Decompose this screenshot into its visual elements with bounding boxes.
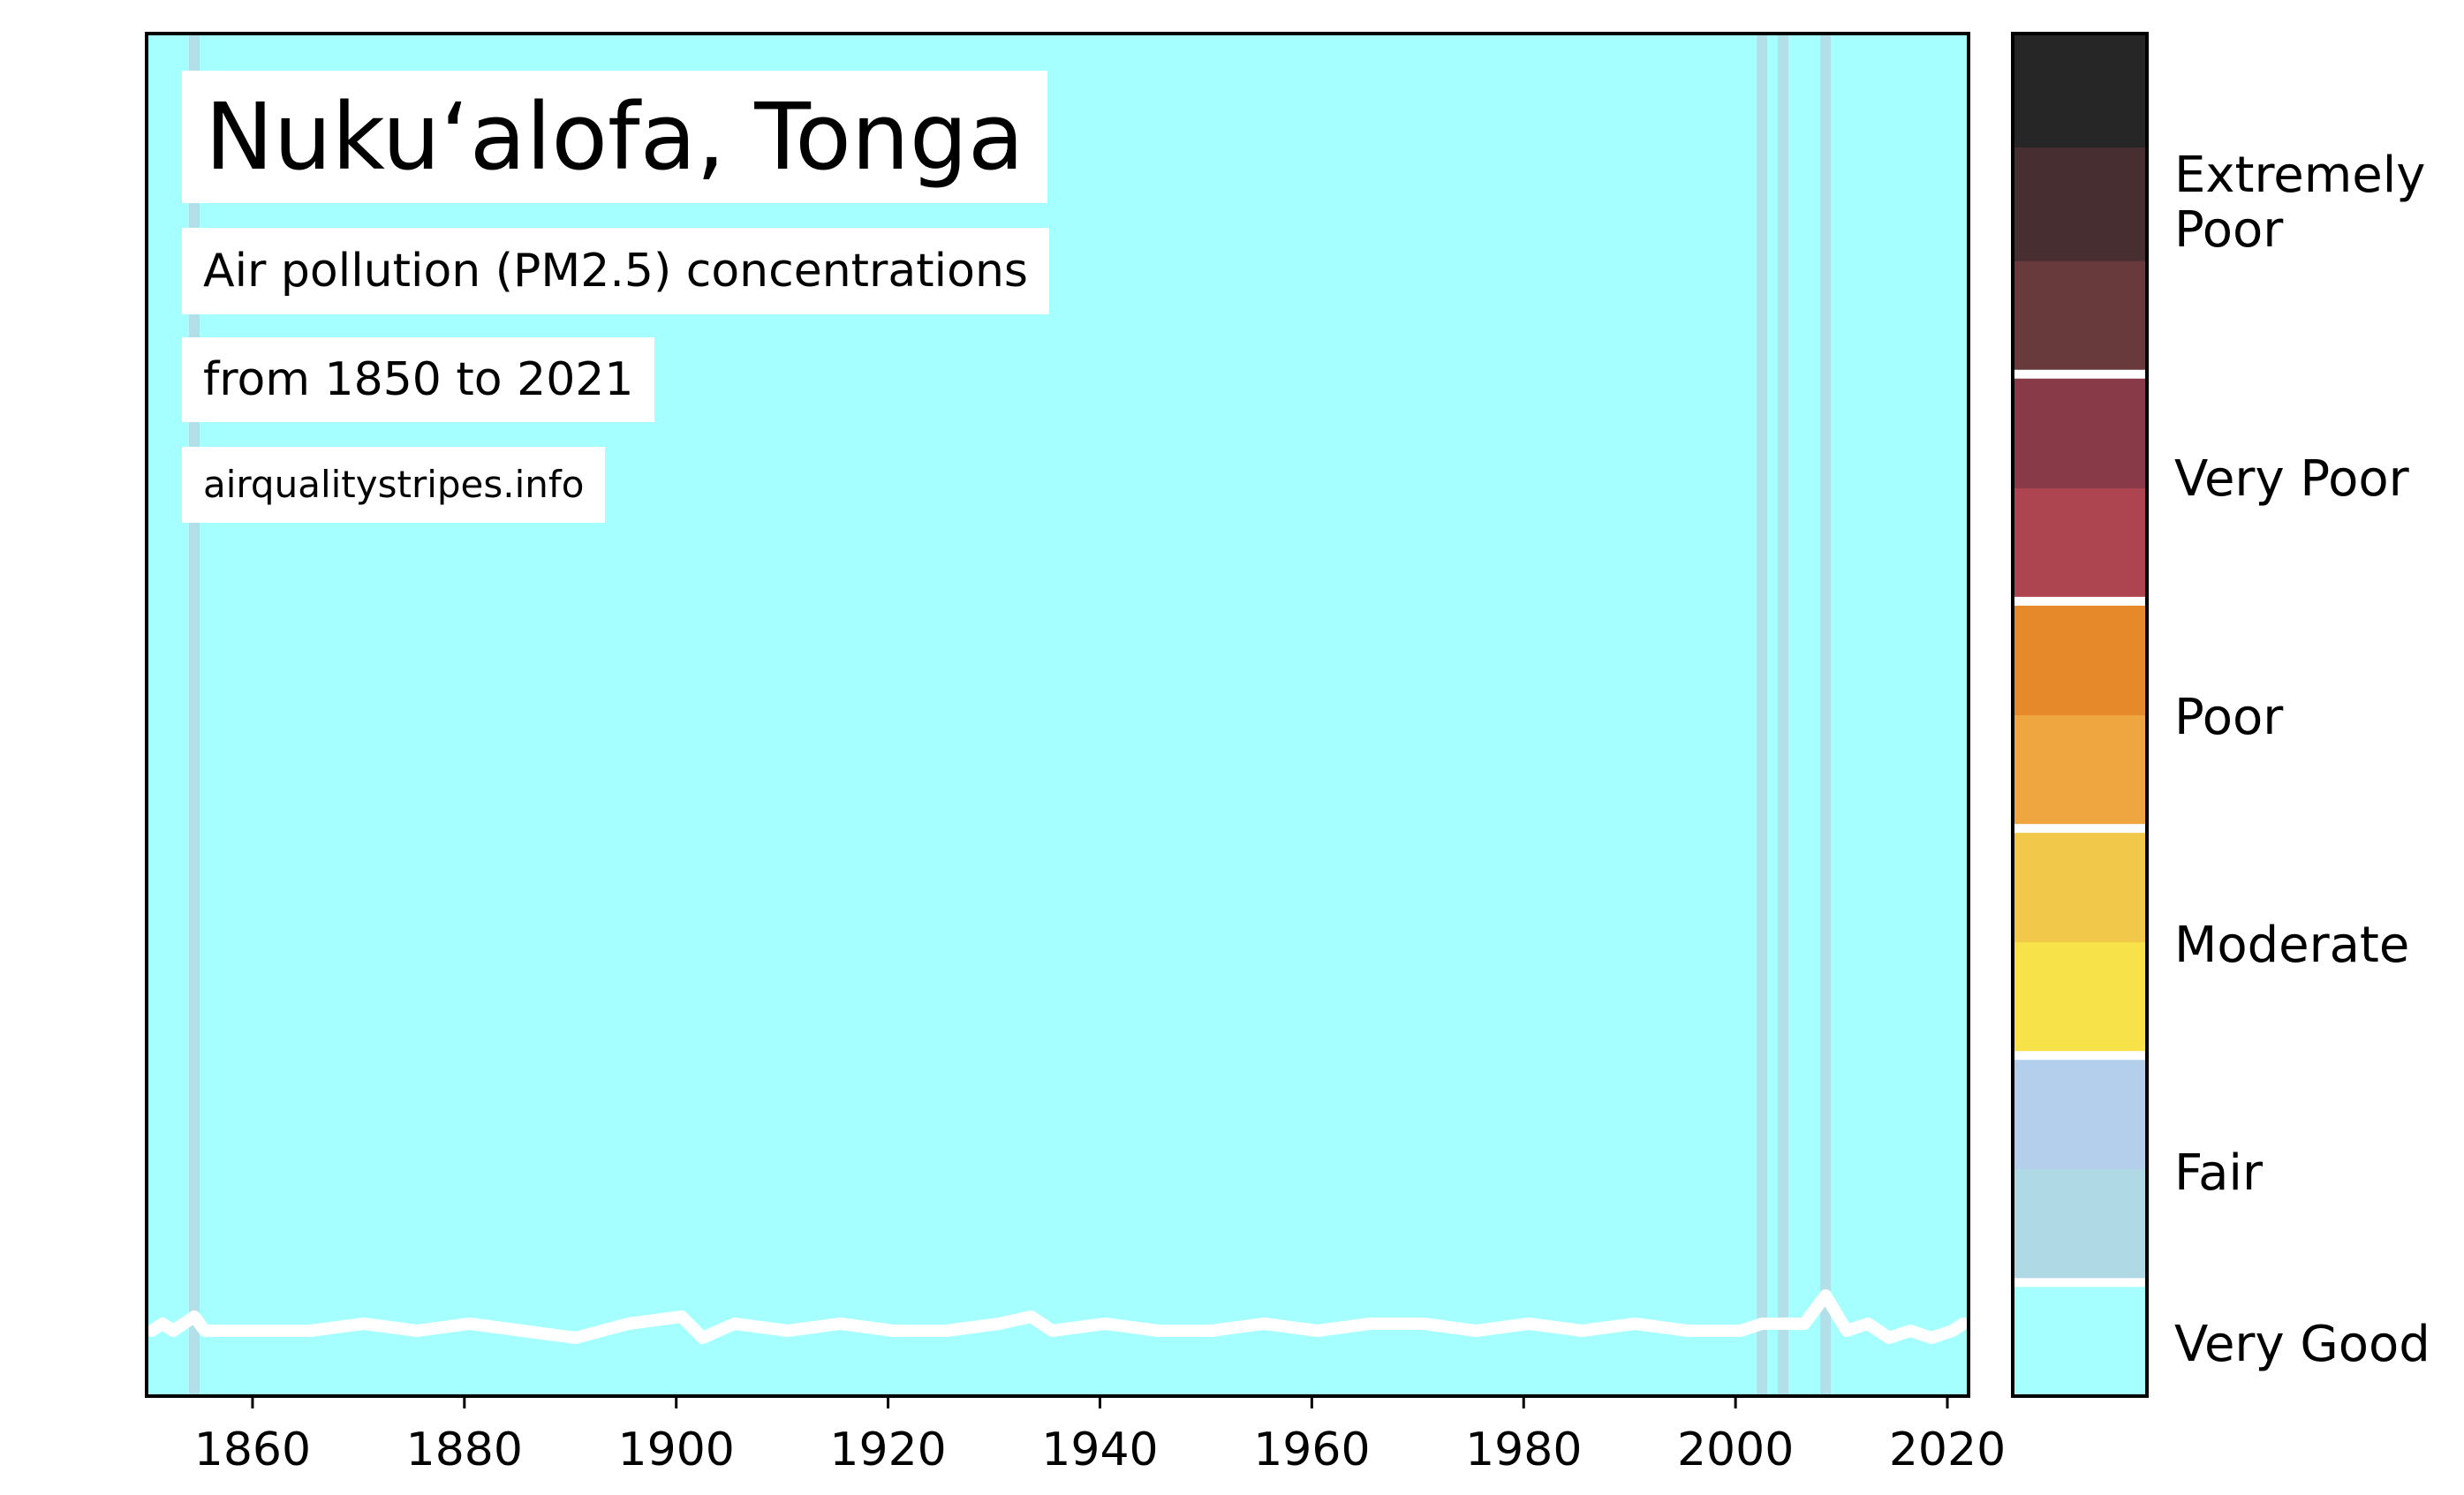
colorbar-band-0	[2013, 1282, 2147, 1397]
colorbar-label-poor: Poor	[2174, 689, 2284, 746]
fair-stripe-2008	[1820, 34, 1832, 1396]
colorbar-label-very-good: Very Good	[2174, 1316, 2430, 1373]
source-label: airqualitystripes.info	[182, 447, 606, 523]
fair-stripe-2004	[1778, 34, 1789, 1396]
chart-subtitle: Air pollution (PM2.5) concentrations	[182, 228, 1049, 314]
x-tick-label-1960: 1960	[1253, 1423, 1371, 1476]
x-tick-label-1920: 1920	[829, 1423, 947, 1476]
date-range-label: from 1850 to 2021	[182, 337, 655, 422]
x-axis-ticks	[251, 1396, 1949, 1408]
fair-stripe-1854	[188, 34, 200, 1396]
colorbar	[2011, 32, 2149, 1398]
x-tick-label-2020: 2020	[1888, 1423, 2007, 1476]
x-tick-label-1860: 1860	[193, 1423, 312, 1476]
plot-frame	[145, 32, 1970, 1398]
colorbar-band-7	[2013, 487, 2147, 602]
fair-stripe-2002	[1757, 34, 1768, 1396]
colorbar-bands	[2013, 34, 2147, 1397]
year-stripes	[188, 34, 1832, 1396]
colorbar-label-moderate: Moderate	[2174, 917, 2410, 974]
colorbar-band-11	[2013, 34, 2147, 148]
pm25-trend-line	[146, 1289, 1969, 1344]
colorbar-band-6	[2013, 600, 2147, 715]
x-tick-label-2000: 2000	[1676, 1423, 1795, 1476]
colorbar-band-4	[2013, 828, 2147, 943]
colorbar-label-fair: Fair	[2174, 1144, 2263, 1202]
colorbar-band-5	[2013, 714, 2147, 829]
colorbar-band-9	[2013, 260, 2147, 375]
colorbar-band-10	[2013, 147, 2147, 261]
colorbar-frame	[2011, 32, 2149, 1398]
colorbar-band-3	[2013, 941, 2147, 1056]
colorbar-label-very-poor: Very Poor	[2174, 450, 2409, 508]
colorbar-label-extremely-poor-line2: Poor	[2174, 201, 2284, 259]
colorbar-band-2	[2013, 1055, 2147, 1170]
colorbar-separators	[2013, 369, 2147, 1287]
colorbar-band-8	[2013, 374, 2147, 488]
x-tick-label-1880: 1880	[405, 1423, 523, 1476]
chart-title: Nuku‘alofa, Tonga	[182, 71, 1047, 203]
x-tick-label-1900: 1900	[617, 1423, 735, 1476]
colorbar-label-extremely-poor-line1: Extremely	[2174, 147, 2426, 204]
x-tick-label-1980: 1980	[1465, 1423, 1583, 1476]
x-tick-label-1940: 1940	[1041, 1423, 1159, 1476]
colorbar-band-1	[2013, 1168, 2147, 1283]
